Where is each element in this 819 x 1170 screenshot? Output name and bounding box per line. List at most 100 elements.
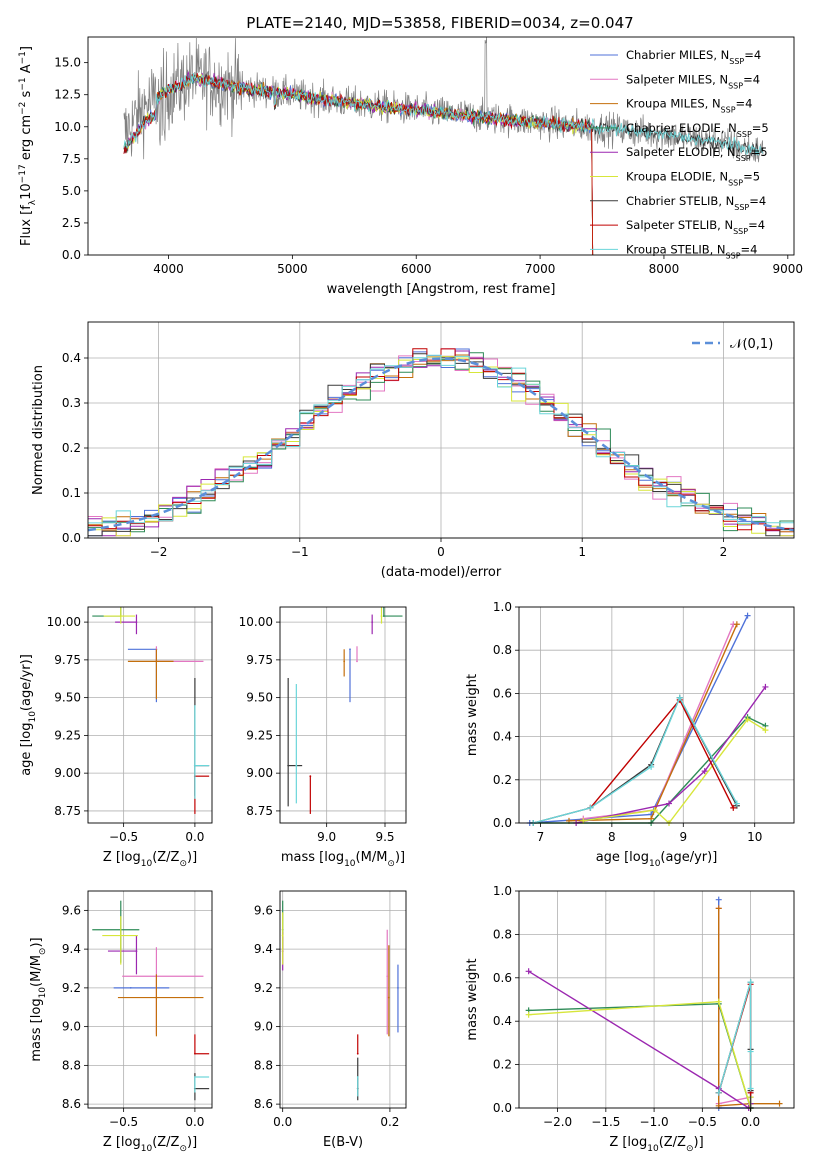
- y-tick-label: 1.0: [493, 884, 512, 898]
- axes-spectrum: 4000 5000 6000 7000 8000 9000 0.0 2.5 5.0 7.5 10.0…: [18, 36, 803, 297]
- legend-label: Salpeter STELIB, NSSP=4: [626, 218, 765, 236]
- x-axis-label: Z [log10(Z/Z⊙)]: [609, 1135, 703, 1154]
- y-axis-label: age [log10(age/yr)]: [19, 654, 38, 776]
- y-tick-label: 9.50: [246, 691, 273, 705]
- x-axis-label: Z [log10(Z/Z⊙)]: [103, 850, 197, 869]
- data-point: [119, 615, 122, 617]
- weight-series-line: [533, 696, 738, 824]
- weight-marker: [747, 979, 754, 986]
- weight-series-line: [528, 970, 752, 1110]
- y-tick-label: 8.75: [54, 804, 81, 818]
- weight-marker: [587, 804, 594, 811]
- y-tick-label: 9.0: [62, 1020, 81, 1034]
- y-tick-label: 10.00: [239, 615, 273, 629]
- y-tick-label: 9.00: [246, 766, 273, 780]
- x-tick-label: 0.0: [741, 1115, 760, 1129]
- figure-title: PLATE=2140, MJD=53858, FIBERID=0034, z=0…: [246, 14, 633, 32]
- weight-marker: [525, 1011, 532, 1018]
- data-point: [155, 996, 158, 999]
- y-tick-label: 0.0: [493, 816, 512, 830]
- y-tick-label: 8.75: [246, 804, 273, 818]
- data-point: [281, 934, 284, 937]
- x-axis-label: E(B-V): [323, 1135, 363, 1150]
- y-tick-label: 0.2: [62, 441, 81, 455]
- data-point: [387, 996, 390, 999]
- axes-frame: [518, 606, 795, 824]
- weight-marker: [762, 683, 769, 690]
- x-axis-label: age [log10(age/yr)]: [596, 850, 718, 869]
- y-tick-label: 0.0: [62, 248, 81, 262]
- y-tick-label: 5.0: [62, 184, 81, 198]
- axes-weight-vs-Z: −2.0 −1.5 −1.0 −0.5 0.0 0.0 0.2 0.4 0.6 0.8 1.0 Z […: [465, 884, 795, 1154]
- y-axis-label: Normed distribution: [31, 365, 46, 495]
- weight-marker: [651, 807, 658, 814]
- x-tick-label: 9.0: [317, 830, 336, 844]
- legend-label: Salpeter MILES, NSSP=4: [626, 72, 760, 90]
- x-tick-label: −1.0: [640, 1115, 669, 1129]
- x-axis-label: wavelength [Angstrom, rest frame]: [327, 282, 556, 297]
- axes-mass-vs-Z: −0.5 0.0 8.6 8.8 9.0 9.2 9.4 9.6 Z [log10(Z/Z⊙)]…: [29, 890, 213, 1154]
- y-tick-label: 0.3: [62, 396, 81, 410]
- data-point: [382, 615, 385, 617]
- axes-frame: [87, 890, 213, 1109]
- y-tick-label: 0.8: [493, 927, 512, 941]
- weight-marker: [744, 612, 751, 619]
- x-tick-label: 8000: [649, 262, 680, 276]
- x-axis-label: Z [log10(Z/Z⊙)]: [103, 1135, 197, 1154]
- y-tick-label: 9.6: [62, 903, 81, 917]
- weight-series-line: [528, 1000, 752, 1109]
- weight-marker: [715, 1089, 722, 1096]
- plot-area: [88, 348, 794, 537]
- x-tick-label: 0.0: [273, 1115, 292, 1129]
- weight-marker: [744, 716, 751, 723]
- plot-area: [526, 612, 769, 826]
- data-point: [193, 1076, 196, 1078]
- y-tick-label: 9.4: [62, 942, 81, 956]
- weight-series-line: [568, 624, 738, 822]
- y-tick-label: 10.0: [54, 120, 81, 134]
- data-point: [356, 660, 358, 663]
- weight-marker: [715, 998, 722, 1005]
- legend-label: Kroupa MILES, NSSP=4: [626, 97, 752, 115]
- axes-frame: [87, 321, 795, 539]
- y-tick-label: 0.6: [493, 971, 512, 985]
- plot-area: [123, 37, 764, 255]
- legend-label: Kroupa STELIB, NSSP=4: [626, 242, 757, 260]
- axes-frame: [279, 606, 407, 824]
- x-tick-label: −0.5: [109, 1115, 138, 1129]
- data-point: [356, 1076, 359, 1078]
- y-tick-label: 9.75: [246, 653, 273, 667]
- x-tick-label: −2.0: [543, 1115, 572, 1129]
- axes-frame: [87, 36, 795, 256]
- x-tick-label: −0.5: [109, 830, 138, 844]
- axes-age-vs-Z: −0.5 0.0 8.75 9.00 9.25 9.50 9.75 10.00 Z [log10…: [19, 606, 213, 869]
- y-tick-label: 12.5: [54, 88, 81, 102]
- data-point: [155, 660, 158, 663]
- axes-frame: [518, 890, 795, 1109]
- x-tick-label: 2: [720, 545, 728, 559]
- data-point: [380, 615, 383, 617]
- x-tick-label: −2: [150, 545, 168, 559]
- y-tick-label: 0.4: [493, 1014, 512, 1028]
- x-axis-label: (data-model)/error: [381, 565, 502, 580]
- data-point: [135, 950, 138, 952]
- model-spectrum-line: [123, 73, 594, 255]
- model-spectrum-line: [123, 71, 594, 255]
- y-tick-label: 8.8: [62, 1058, 81, 1072]
- y-tick-label: 0.0: [493, 1101, 512, 1115]
- x-tick-label: 9.5: [375, 830, 394, 844]
- x-tick-label: 5000: [277, 262, 308, 276]
- x-tick-label: 1: [578, 545, 586, 559]
- y-tick-label: 0.2: [493, 773, 512, 787]
- axes-frame: [87, 606, 213, 824]
- data-point: [295, 764, 298, 767]
- data-point: [371, 621, 374, 624]
- x-tick-label: 7: [537, 830, 545, 844]
- data-point: [386, 975, 389, 978]
- y-tick-label: 9.2: [62, 981, 81, 995]
- weight-series-line: [583, 718, 766, 825]
- x-tick-label: 10: [747, 830, 762, 844]
- data-point: [193, 1052, 196, 1055]
- y-tick-label: 0.1: [62, 486, 81, 500]
- weight-marker: [776, 1100, 783, 1107]
